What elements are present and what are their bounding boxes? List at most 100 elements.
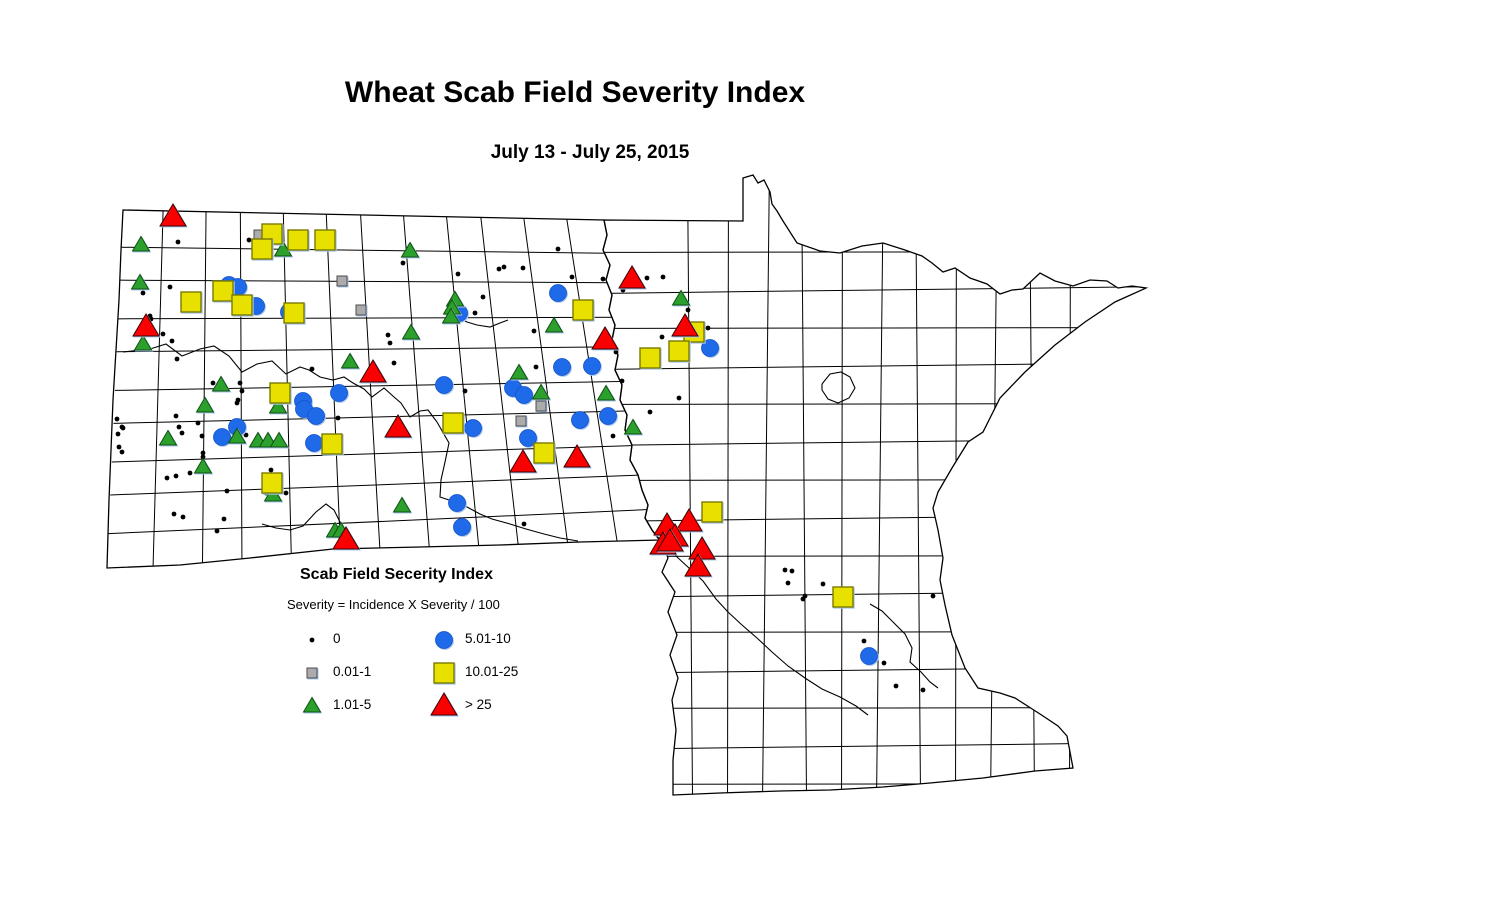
marker-dot <box>243 432 249 438</box>
marker-dot <box>234 400 240 406</box>
marker-blue-circle <box>515 386 533 404</box>
marker-dot <box>644 275 650 281</box>
marker-dot <box>199 433 205 439</box>
yellow-square-icon <box>433 661 455 684</box>
marker-green-triangle <box>227 427 247 444</box>
marker-yellow-square <box>287 229 309 251</box>
marker-yellow-square <box>314 229 336 251</box>
marker-dot <box>496 266 502 272</box>
marker-dot <box>210 380 216 386</box>
marker-green-triangle <box>263 485 283 502</box>
marker-dot <box>569 274 575 280</box>
red-triangle-icon <box>430 691 458 715</box>
marker-dot <box>660 274 666 280</box>
marker-dot <box>214 528 220 534</box>
missouri-river <box>122 343 579 542</box>
marker-green-triangle <box>130 273 150 290</box>
marker-yellow-square <box>572 299 594 321</box>
marker-red-triangle <box>671 313 699 337</box>
marker-dot <box>175 239 181 245</box>
marker-dot <box>385 332 391 338</box>
marker-dot <box>180 514 186 520</box>
legend-item-red-triangle: > 25 <box>427 688 518 721</box>
marker-blue-circle <box>553 358 571 376</box>
marker-blue-circle <box>860 647 878 665</box>
marker-dot <box>659 334 665 340</box>
marker-dot <box>782 567 788 573</box>
marker-dot <box>224 488 230 494</box>
marker-dot <box>785 580 791 586</box>
dot-icon <box>309 637 315 642</box>
marker-blue-circle <box>330 384 348 402</box>
green-triangle-icon <box>302 696 322 712</box>
date-range-subtitle: July 13 - July 25, 2015 <box>490 142 690 163</box>
marker-red-triangle <box>384 414 412 438</box>
marker-dot <box>685 307 691 313</box>
marker-gray-square <box>535 400 547 412</box>
marker-blue-circle <box>519 429 537 447</box>
marker-dot <box>239 388 245 394</box>
marker-dot <box>676 395 682 401</box>
marker-dot <box>705 325 711 331</box>
minnesota-shape <box>603 175 1146 795</box>
marker-green-triangle <box>392 496 412 513</box>
marker-dot <box>120 425 126 431</box>
marker-dot <box>169 338 175 344</box>
marker-yellow-square <box>639 347 661 369</box>
minnesota-outline <box>602 174 1149 796</box>
marker-red-triangle <box>563 444 591 468</box>
marker-green-triangle <box>623 418 643 435</box>
legend-item-label: 0.01-1 <box>333 664 372 679</box>
marker-green-triangle <box>671 289 691 306</box>
marker-red-triangle <box>684 553 712 577</box>
marker-dot <box>820 581 826 587</box>
marker-green-triangle <box>340 352 360 369</box>
marker-dot <box>613 349 619 355</box>
legend-item-label: 5.01-10 <box>465 631 511 646</box>
marker-green-triangle <box>269 431 289 448</box>
marker-dot <box>619 378 625 384</box>
marker-blue-circle <box>435 376 453 394</box>
gray-square-icon <box>306 667 318 678</box>
marker-dot <box>187 470 193 476</box>
legend-item-label: 10.01-25 <box>465 664 519 679</box>
marker-dot <box>472 310 478 316</box>
marker-yellow-square <box>832 586 854 608</box>
marker-yellow-square <box>533 442 555 464</box>
marker-dot <box>521 521 527 527</box>
marker-green-triangle <box>531 383 551 400</box>
marker-red-triangle <box>618 265 646 289</box>
marker-yellow-square <box>261 472 283 494</box>
blue-circle-icon <box>435 630 453 649</box>
legend-items: 0 0.01-1 1.01-5 5.01-10 10.01-25 > 25 <box>287 622 627 721</box>
marker-dot <box>335 415 341 421</box>
mississippi-river <box>869 603 939 689</box>
legend-item-dot: 0 <box>295 622 413 655</box>
marker-red-triangle <box>132 313 160 337</box>
marker-dot <box>501 264 507 270</box>
marker-yellow-square <box>701 501 723 523</box>
marker-green-triangle <box>273 240 293 257</box>
marker-dot <box>533 364 539 370</box>
marker-blue-circle <box>448 494 466 512</box>
marker-dot <box>140 290 146 296</box>
marker-dot <box>920 687 926 693</box>
legend-column-2: 5.01-10 10.01-25 > 25 <box>427 622 518 721</box>
marker-red-triangle <box>332 526 360 550</box>
marker-red-triangle <box>509 449 537 473</box>
marker-dot <box>200 454 206 460</box>
legend-item-label: > 25 <box>465 697 492 712</box>
marker-dot <box>789 568 795 574</box>
marker-dot <box>520 265 526 271</box>
marker-yellow-square <box>283 302 305 324</box>
marker-yellow-square <box>231 294 253 316</box>
marker-green-triangle <box>158 429 178 446</box>
marker-green-triangle <box>509 363 529 380</box>
marker-red-triangle <box>688 536 716 560</box>
legend-item-label: 1.01-5 <box>333 697 372 712</box>
marker-dot <box>195 420 201 426</box>
marker-dot <box>600 276 606 282</box>
marker-green-triangle <box>195 396 215 413</box>
